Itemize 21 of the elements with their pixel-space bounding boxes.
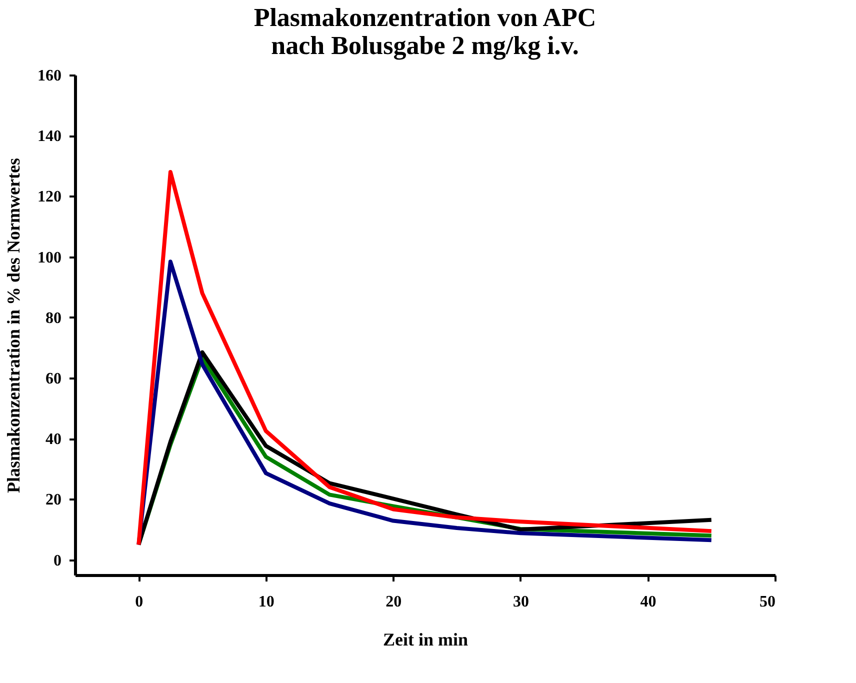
x-tick-label: 40 (640, 594, 656, 610)
y-tick-label: 140 (38, 128, 62, 146)
x-tick-label: 30 (512, 594, 529, 610)
text: nach Bolusgabe 2 mg/kg i.v. (271, 31, 579, 60)
y-tick-label: 60 (46, 370, 62, 388)
x-tick-label: 50 (760, 594, 776, 610)
x-tick-label: 0 (135, 594, 144, 610)
y-tick-label: 40 (46, 431, 62, 448)
x-tick-label: 20 (386, 594, 402, 610)
line-series (136, 260, 714, 547)
y-tick-label: 120 (38, 188, 62, 206)
y-axis-title: Plasmakonzentration in % des Normwertes (4, 158, 24, 493)
y-tick-label: 80 (46, 310, 62, 327)
y-tick-label: 160 (38, 68, 62, 84)
text: Plasmakonzentration von APC (254, 3, 596, 32)
x-tick-label: 10 (258, 594, 274, 610)
y-tick-label: 0 (54, 552, 62, 570)
y-tick-label: 20 (46, 492, 62, 509)
line-series (136, 170, 714, 547)
x-axis-title: Zeit in min (382, 630, 468, 650)
y-tick-label: 100 (38, 249, 62, 266)
